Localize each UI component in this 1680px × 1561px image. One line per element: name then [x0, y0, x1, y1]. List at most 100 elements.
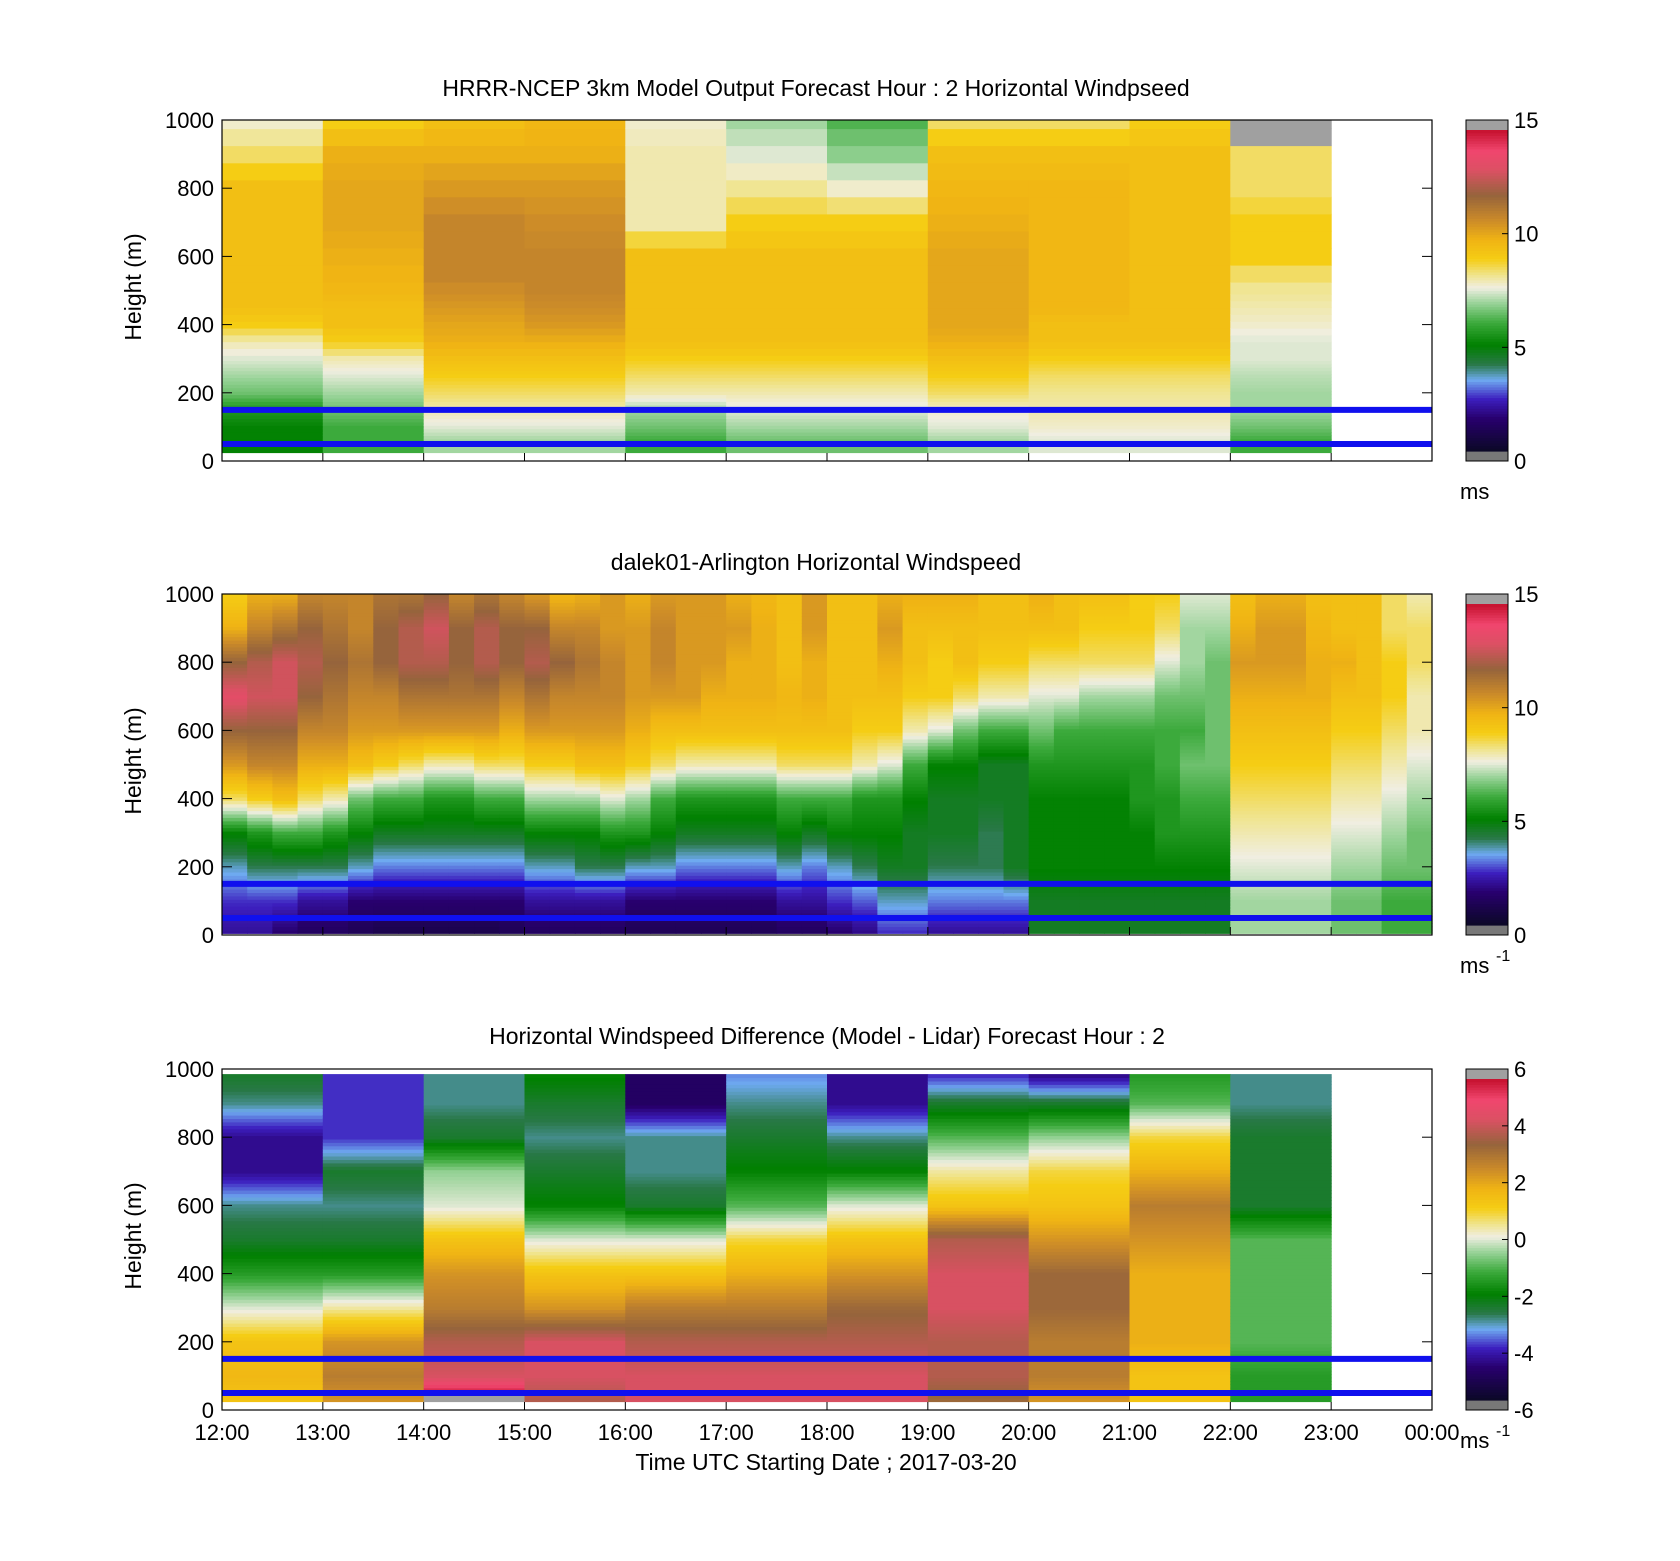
heatmap-cell [650, 919, 677, 924]
heatmap-cell [1129, 909, 1156, 914]
heatmap-cell [1255, 595, 1282, 600]
heatmap-cell [675, 657, 702, 662]
heatmap-cell [927, 300, 1030, 309]
heatmap-cell [902, 643, 929, 648]
heatmap-cell [978, 670, 1005, 675]
heatmap-cell [448, 820, 475, 825]
heatmap-cell [751, 602, 778, 607]
heatmap-cell [398, 605, 425, 610]
heatmap-cell [1255, 837, 1282, 842]
heatmap-cell [927, 314, 1030, 322]
heatmap-cell [953, 810, 979, 815]
heatmap-cell [1028, 282, 1131, 295]
heatmap-cell [1280, 851, 1307, 856]
heatmap-cell [852, 759, 878, 764]
heatmap-cell [348, 885, 374, 890]
heatmap-cell [726, 370, 828, 375]
heatmap-cell [524, 670, 551, 675]
heatmap-cell [1280, 646, 1307, 651]
heatmap-cell [423, 626, 450, 631]
heatmap-cell [322, 745, 349, 750]
heatmap-cell [625, 321, 727, 329]
heatmap-cell [297, 698, 324, 702]
heatmap-cell [348, 779, 374, 784]
heatmap-cell [1179, 626, 1206, 631]
heatmap-cell [877, 762, 904, 767]
heatmap-cell [927, 355, 1030, 361]
heatmap-cell [1003, 773, 1030, 777]
heatmap-cell [423, 646, 450, 651]
heatmap-cell [701, 766, 727, 771]
heatmap-cell [625, 397, 727, 402]
heatmap-cell [827, 404, 929, 409]
heatmap-cell [625, 687, 652, 692]
heatmap-cell [549, 660, 576, 665]
heatmap-cell [373, 923, 400, 928]
heatmap-cell [600, 824, 626, 829]
heatmap-cell [902, 721, 929, 726]
heatmap-cell [902, 633, 929, 638]
heatmap-cell [751, 626, 778, 631]
heatmap-cell [852, 725, 878, 730]
heatmap-cell [827, 179, 929, 198]
heatmap-cell [322, 438, 425, 443]
heatmap-cell [1104, 868, 1131, 873]
heatmap-cell [650, 769, 677, 774]
heatmap-cell [801, 844, 828, 849]
heatmap-cell [322, 831, 349, 835]
heatmap-cell [625, 293, 727, 302]
heatmap-cell [272, 698, 299, 702]
heatmap-cell [852, 827, 878, 832]
heatmap-cell [524, 599, 551, 604]
heatmap-cell [423, 293, 526, 302]
heatmap-cell [1079, 742, 1105, 747]
heatmap-cell [600, 762, 626, 767]
heatmap-cell [877, 732, 904, 737]
heatmap-cell [1028, 633, 1055, 638]
heatmap-cell [348, 653, 374, 658]
heatmap-cell [701, 909, 727, 914]
colorbar-segment [1466, 172, 1508, 177]
heatmap-cell [902, 612, 929, 617]
heatmap-cell [827, 909, 853, 914]
heatmap-cell [1205, 684, 1231, 689]
heatmap-cell [877, 643, 904, 648]
colorbar-segment [1466, 410, 1508, 415]
heatmap-cell [1104, 926, 1131, 931]
heatmap-cell [1230, 742, 1257, 747]
heatmap-cell [1154, 725, 1181, 730]
heatmap-cell [1154, 663, 1181, 668]
heatmap-cell [423, 374, 526, 378]
heatmap-cell [1104, 858, 1131, 863]
heatmap-cell [600, 619, 626, 624]
heatmap-cell [827, 848, 853, 852]
heatmap-cell [549, 858, 576, 863]
heatmap-cell [801, 820, 828, 825]
heatmap-cell [247, 786, 273, 791]
heatmap-cell [247, 643, 273, 648]
heatmap-cell [827, 742, 853, 747]
heatmap-cell [474, 657, 500, 662]
heatmap-cell [1003, 650, 1030, 655]
heatmap-cell [927, 704, 954, 709]
heatmap-cell [1129, 875, 1156, 880]
heatmap-cell [448, 769, 475, 774]
heatmap-cell [574, 725, 601, 730]
heatmap-cell [297, 602, 324, 607]
heatmap-cell [1003, 786, 1030, 791]
heatmap-cell [1154, 769, 1181, 774]
heatmap-cell [448, 926, 475, 931]
heatmap-cell [675, 687, 702, 692]
heatmap-cell [222, 844, 248, 849]
colorbar-segment [1466, 346, 1508, 350]
heatmap-cell [423, 749, 450, 754]
heatmap-cell [625, 779, 652, 784]
heatmap-cell [1028, 684, 1055, 689]
heatmap-cell [1179, 841, 1206, 846]
colorbar-segment [1466, 424, 1508, 428]
heatmap-cell [927, 725, 954, 730]
heatmap-cell [1255, 779, 1282, 784]
heatmap-cell [499, 834, 526, 839]
heatmap-cell [600, 643, 626, 648]
heatmap-cell [524, 401, 626, 406]
